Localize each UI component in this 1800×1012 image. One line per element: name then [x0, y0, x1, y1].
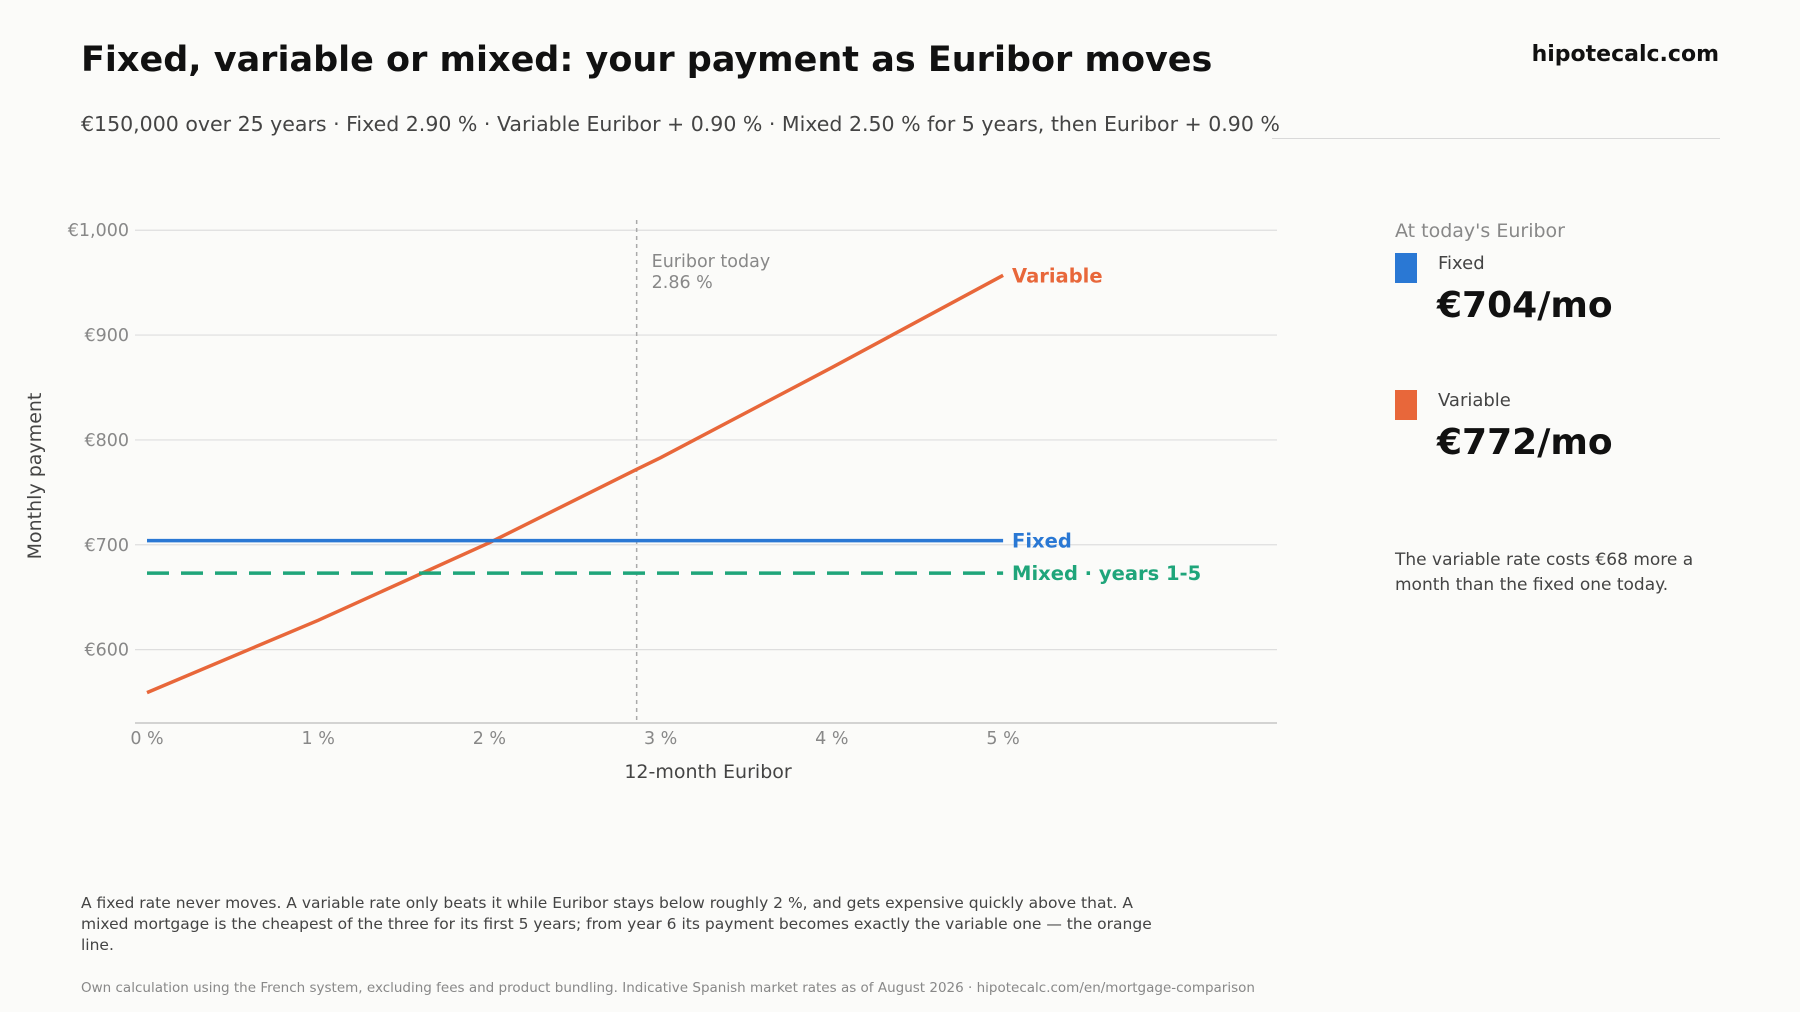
- panel-title: At today's Euribor: [1395, 220, 1565, 242]
- header-divider: [1272, 138, 1720, 139]
- panel-note: The variable rate costs €68 more a month…: [1395, 550, 1694, 595]
- x-tick-label: 0 %: [130, 729, 163, 749]
- x-tick-label: 2 %: [473, 729, 506, 749]
- y-tick-label: €800: [84, 431, 129, 451]
- x-tick-label: 5 %: [986, 729, 1019, 749]
- annotation-label: Euribor today: [652, 252, 771, 272]
- fixed-kpi-value: €704/mo: [1437, 285, 1613, 326]
- variable-kpi-label: Variable: [1438, 390, 1511, 411]
- y-tick-label: €600: [84, 641, 129, 661]
- series-label: Mixed · years 1-5: [1012, 562, 1201, 585]
- chart-subtitle: €150,000 over 25 years · Fixed 2.90 % · …: [81, 112, 1280, 136]
- y-tick-label: €900: [84, 326, 129, 346]
- x-tick-label: 4 %: [815, 729, 848, 749]
- source-note: Own calculation using the French system,…: [81, 980, 1255, 996]
- chart-title: Fixed, variable or mixed: your payment a…: [81, 40, 1213, 80]
- fixed-swatch: [1395, 253, 1417, 283]
- y-tick-label: €700: [84, 536, 129, 556]
- series-label: Variable: [1012, 264, 1103, 287]
- y-tick-label: €1,000: [68, 221, 129, 241]
- line-chart: €600 €700 €800 €900 €1,000 0 % 1 % 2 % 3 % 4 % 5 %…: [24, 220, 1277, 783]
- y-axis-title: Monthly payment: [24, 393, 46, 560]
- annotation-value: 2.86 %: [652, 273, 713, 293]
- series-label: Fixed: [1012, 530, 1072, 553]
- variable-swatch: [1395, 390, 1417, 420]
- brand-logo-text: hipotecalc.com: [1531, 42, 1719, 67]
- series-line-variable: [146, 273, 1004, 695]
- explanation-text: A fixed rate never moves. A variable rat…: [81, 894, 1152, 954]
- x-tick-label: 3 %: [644, 729, 677, 749]
- variable-kpi-value: €772/mo: [1437, 422, 1613, 463]
- x-tick-label: 1 %: [302, 729, 335, 749]
- fixed-kpi-label: Fixed: [1438, 253, 1485, 274]
- x-axis-title: 12-month Euribor: [624, 761, 792, 783]
